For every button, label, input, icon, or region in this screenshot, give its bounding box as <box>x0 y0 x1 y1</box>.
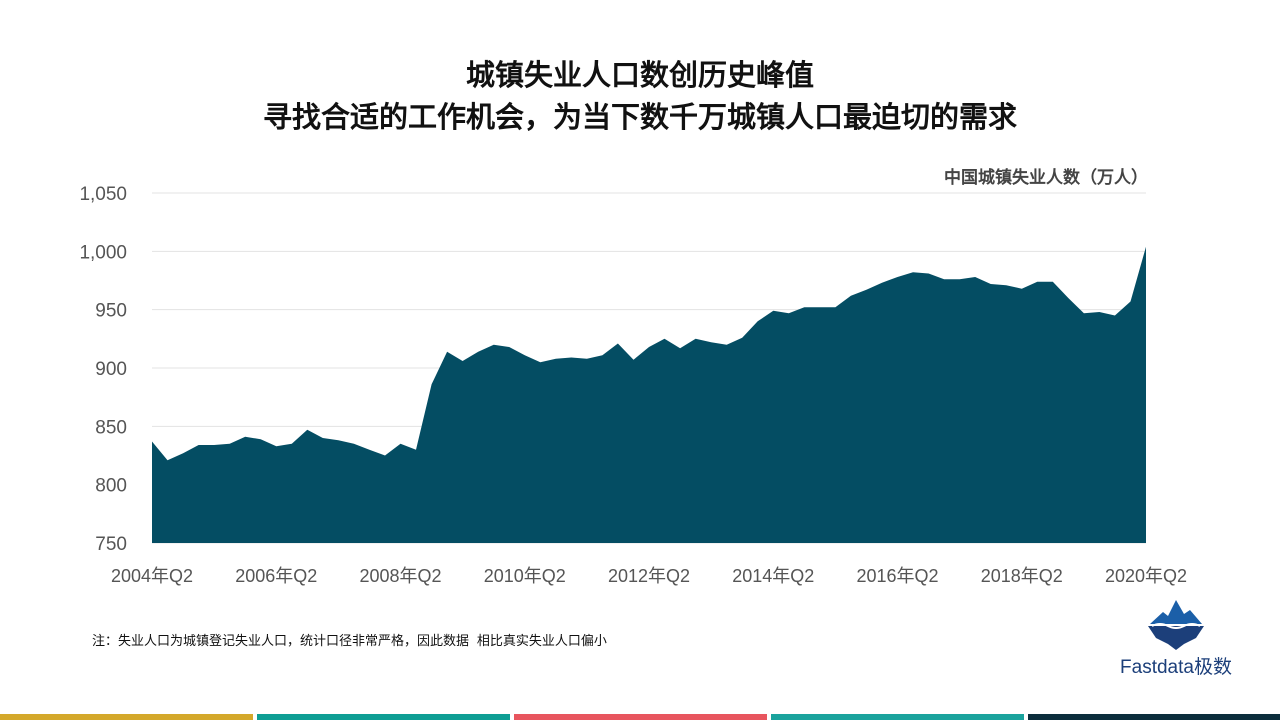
x-tick-label: 2008年Q2 <box>359 566 441 586</box>
area-chart: 750 800 850 900 950 1,000 1,050 2004年Q2 2006年Q2… <box>79 184 1187 586</box>
x-tick-label: 2018年Q2 <box>981 566 1063 586</box>
y-axis-ticks: 750 800 850 900 950 1,000 1,050 <box>79 184 127 555</box>
y-tick-label: 1,050 <box>79 184 127 205</box>
bar-segment-1 <box>0 714 253 720</box>
bar-segment-3 <box>514 714 767 720</box>
unit-label: 中国城镇失业人数（万人） <box>944 168 1148 188</box>
bar-gap <box>1024 714 1028 720</box>
bar-segment-2 <box>257 714 510 720</box>
bottom-color-bar <box>0 714 1280 720</box>
chart-title-line2: 寻找合适的工作机会，为当下数千万城镇人口最迫切的需求 <box>262 100 1017 134</box>
y-tick-label: 1,000 <box>79 242 127 263</box>
bar-segment-4 <box>771 714 1024 720</box>
iceberg-icon <box>1148 600 1204 650</box>
x-tick-label: 2006年Q2 <box>235 566 317 586</box>
chart-title-line1: 城镇失业人口数创历史峰值 <box>465 58 814 92</box>
bar-segment-5 <box>1028 714 1280 720</box>
y-tick-label: 900 <box>95 359 127 380</box>
bar-gap <box>510 714 514 720</box>
x-tick-label: 2016年Q2 <box>856 566 938 586</box>
y-tick-label: 850 <box>95 417 127 438</box>
x-tick-label: 2014年Q2 <box>732 566 814 586</box>
brand-logo: Fastdata极数 <box>1108 596 1244 680</box>
footnote: 注：失业人口为城镇登记失业人口，统计口径非常严格，因此数据 相比真实失业人口偏小 <box>92 634 607 649</box>
x-tick-label: 2004年Q2 <box>111 566 193 586</box>
x-tick-label: 2012年Q2 <box>608 566 690 586</box>
bar-gap <box>767 714 771 720</box>
bar-gap <box>253 714 257 720</box>
x-tick-label: 2020年Q2 <box>1105 566 1187 586</box>
area-series <box>152 246 1146 543</box>
logo-text: Fastdata极数 <box>1120 657 1232 678</box>
y-tick-label: 800 <box>95 476 127 497</box>
x-tick-label: 2010年Q2 <box>484 566 566 586</box>
y-tick-label: 950 <box>95 301 127 322</box>
series-area <box>152 246 1146 543</box>
x-axis-ticks: 2004年Q2 2006年Q2 2008年Q2 2010年Q2 2012年Q2 2014年… <box>111 566 1187 586</box>
y-tick-label: 750 <box>95 534 127 555</box>
